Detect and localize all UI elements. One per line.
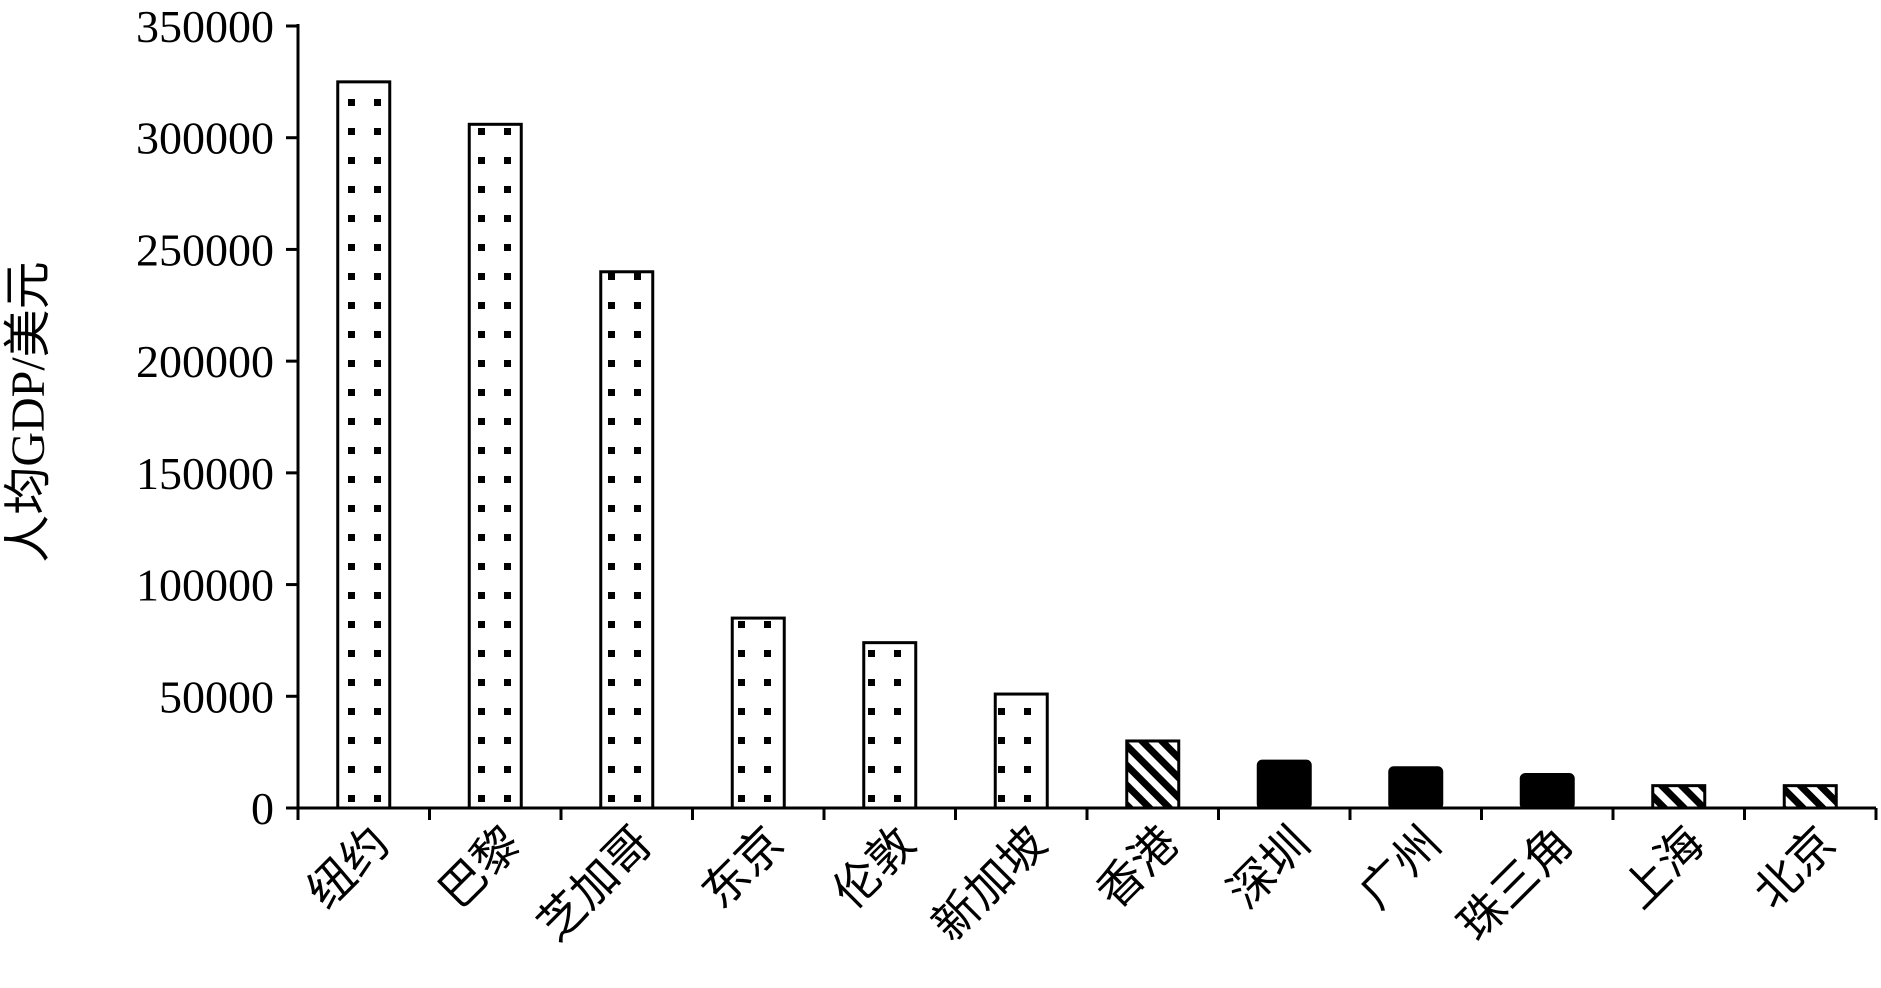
x-category-label: 伦敦 (822, 816, 925, 919)
bar (467, 122, 523, 810)
bar (1519, 772, 1575, 810)
x-category-label: 芝加哥 (527, 816, 663, 952)
x-category-label: 东京 (691, 816, 794, 919)
x-category-label: 新加坡 (921, 816, 1057, 952)
y-axis-title: 人均GDP/美元 (2, 261, 55, 562)
x-category-label: 香港 (1085, 816, 1188, 919)
y-tick-label: 200000 (136, 336, 274, 387)
bar (862, 641, 918, 810)
y-tick-label: 300000 (136, 113, 274, 164)
bar (1256, 759, 1312, 810)
y-tick-label: 0 (251, 783, 274, 834)
y-tick-label: 250000 (136, 224, 274, 275)
bar (1125, 739, 1181, 810)
bar (1782, 784, 1838, 810)
bar (730, 616, 786, 810)
bar (1651, 784, 1707, 810)
bar (336, 80, 392, 810)
x-category-label: 北京 (1743, 816, 1846, 919)
y-tick-label: 100000 (136, 560, 274, 611)
bar (993, 692, 1049, 810)
y-tick-label: 350000 (136, 1, 274, 52)
x-category-label: 珠三角 (1447, 816, 1583, 952)
x-category-label: 巴黎 (428, 816, 531, 919)
x-category-label: 纽约 (296, 816, 399, 919)
x-axis (296, 806, 1878, 820)
x-category-label: 深圳 (1217, 816, 1320, 919)
y-tick-label: 150000 (136, 448, 274, 499)
x-category-label: 上海 (1611, 816, 1714, 919)
bars (336, 80, 1838, 810)
bar (599, 270, 655, 810)
y-axis: 0 50000 100000 150000 200000 250000 300000 3500… (136, 1, 300, 834)
bar (1388, 766, 1444, 810)
x-category-label: 广州 (1348, 816, 1451, 919)
y-tick-label: 50000 (159, 671, 274, 722)
